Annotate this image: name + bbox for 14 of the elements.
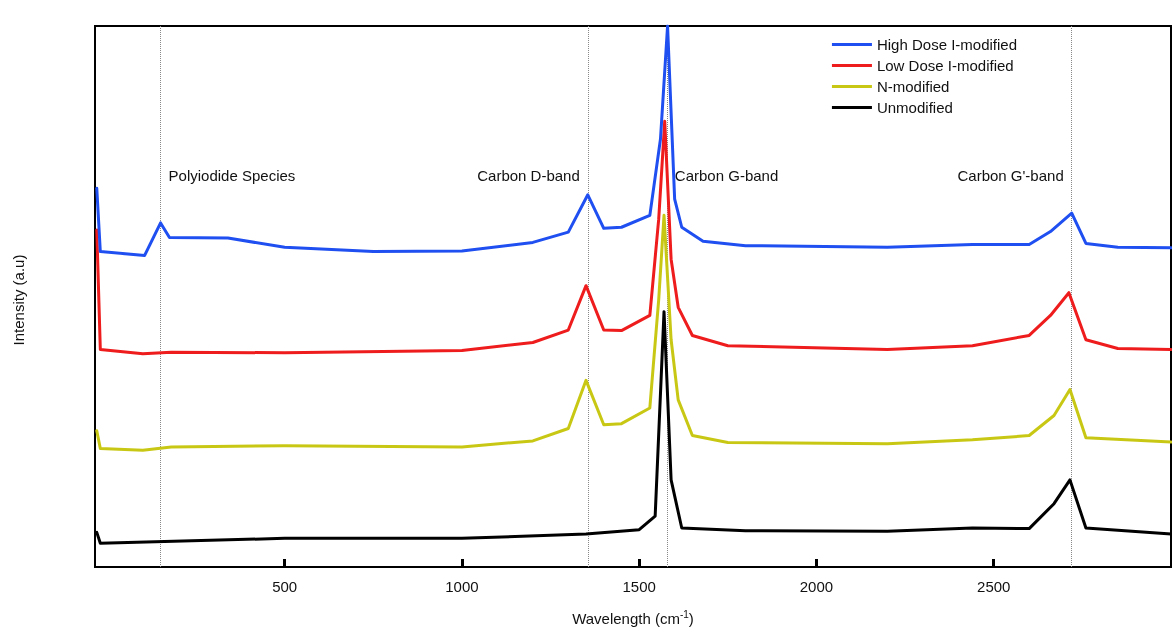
x-tick-label: 1000 — [445, 578, 479, 595]
legend-label: High Dose I-modified — [876, 36, 1017, 53]
y-axis-title: Intensity (a.u) — [9, 254, 27, 346]
ref-line-label: Carbon G-band — [674, 166, 779, 184]
legend-label: Low Dose I-modified — [876, 57, 1014, 74]
ref-line-label: Carbon D-band — [477, 166, 580, 184]
legend-label: Unmodified — [876, 99, 953, 116]
legend-label: N-modified — [876, 78, 950, 95]
x-tick-label: 2000 — [799, 578, 834, 595]
x-tick-label: 1500 — [622, 578, 656, 595]
ref-line-label: Polyiodide Species — [168, 166, 296, 184]
x-tick-label: 500 — [272, 578, 298, 595]
ref-line-label: Carbon G'-band — [957, 166, 1064, 184]
x-tick-label: 2500 — [977, 578, 1011, 595]
